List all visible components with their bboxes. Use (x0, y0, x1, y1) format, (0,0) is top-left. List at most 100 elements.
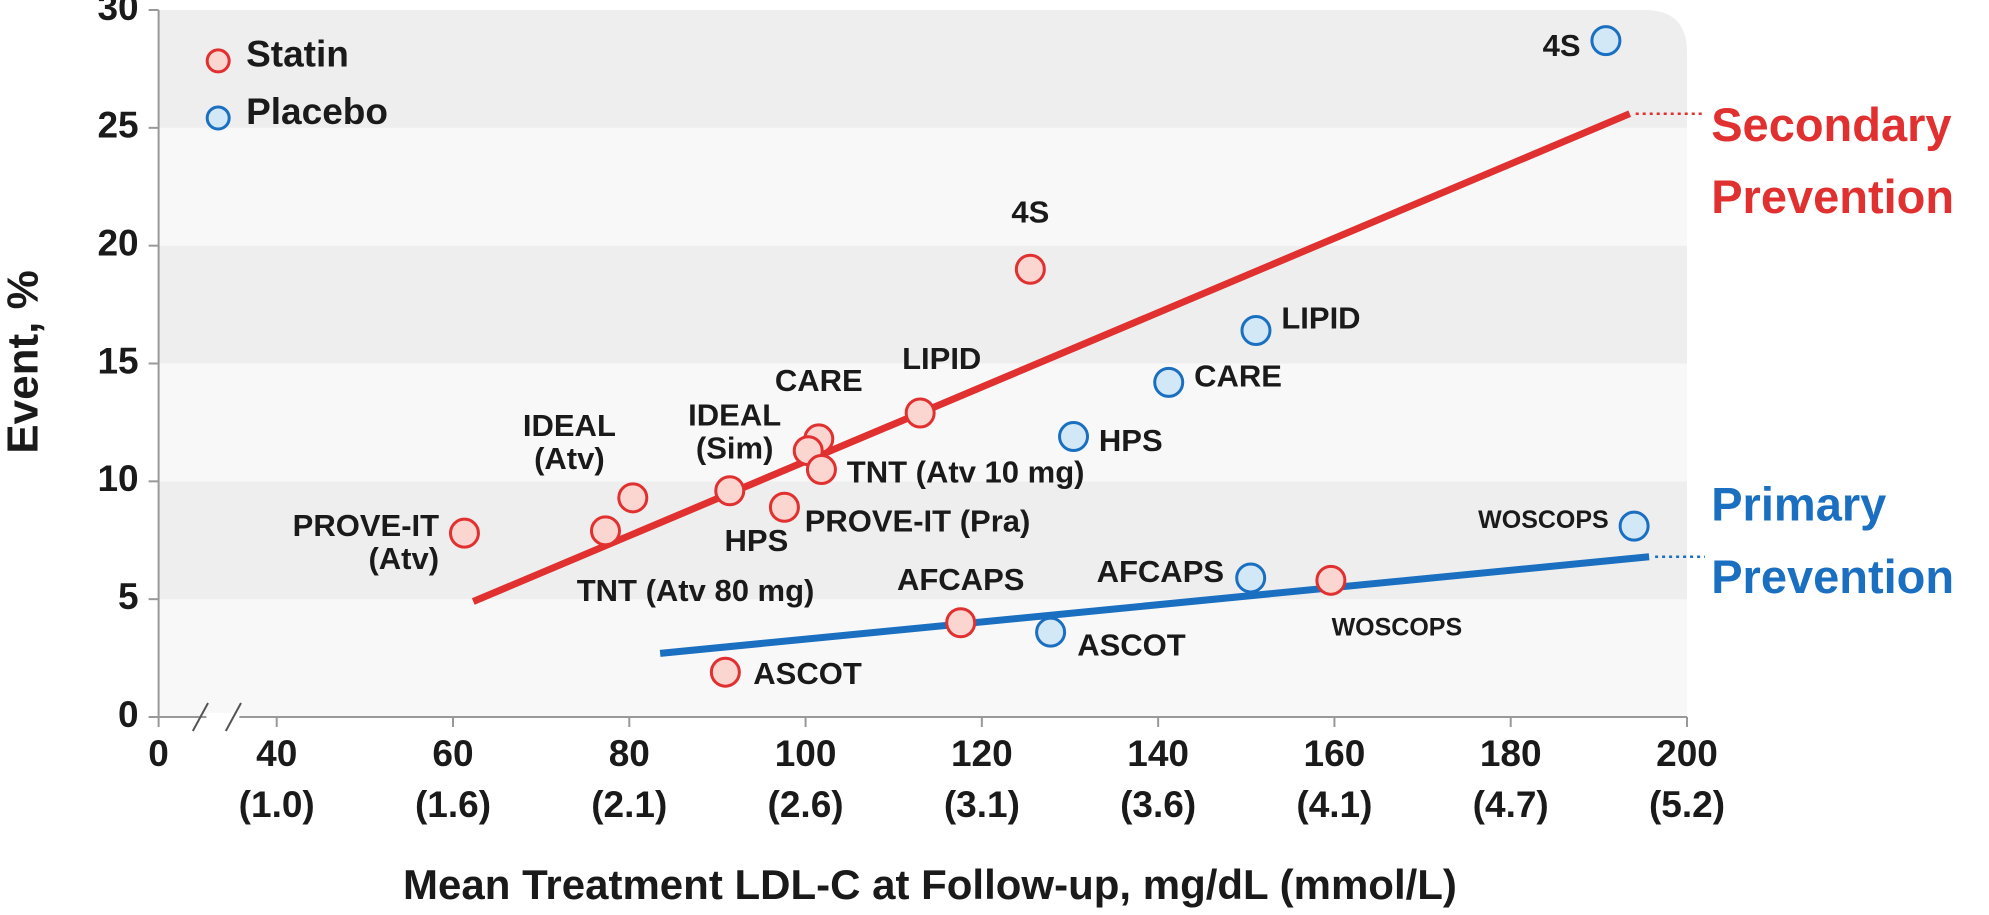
y-tick-label: 5 (118, 576, 139, 617)
x-tick-sublabel: (1.6) (415, 784, 491, 825)
data-point (617, 482, 649, 514)
data-point (768, 491, 800, 523)
trend-label: Primary Prevention (1711, 478, 1954, 603)
point-label: PROVE-IT (Pra) (805, 504, 1031, 539)
data-point (709, 656, 741, 688)
point-label-line: (Atv) (534, 441, 605, 476)
point-label-line: PROVE-IT (Pra) (805, 504, 1031, 539)
point-label: LIPID (902, 341, 981, 376)
point-label: AFCAPS (897, 562, 1024, 597)
y-tick-label: 30 (97, 0, 138, 28)
point-label: TNT (Atv 10 mg) (847, 455, 1085, 490)
x-tick-sublabel: (5.2) (1649, 784, 1725, 825)
legend-marker (205, 105, 231, 131)
legend-label: Statin (246, 34, 349, 75)
point-label-line: IDEAL (688, 398, 781, 433)
data-point (448, 517, 480, 549)
point-label-line: HPS (725, 523, 789, 558)
point-label-line: (Atv) (368, 541, 439, 576)
point-label: WOSCOPS (1332, 613, 1463, 641)
axis-break-gap (206, 713, 240, 721)
point-label-line: TNT (Atv 10 mg) (847, 455, 1085, 490)
point-label: ASCOT (1077, 628, 1186, 663)
data-point (1035, 616, 1067, 648)
point-label-line: (Sim) (696, 431, 774, 466)
x-tick-sublabel: (3.6) (1120, 784, 1196, 825)
data-point (1153, 366, 1185, 398)
point-label: 4S (1011, 195, 1049, 230)
point-label-line: 4S (1543, 28, 1581, 63)
x-tick-label: 40 (256, 733, 297, 774)
x-tick-label: 200 (1656, 733, 1718, 774)
x-tick-sublabel: (4.7) (1473, 784, 1549, 825)
data-point (1590, 25, 1622, 57)
data-point (805, 454, 837, 486)
x-tick-label: 160 (1304, 733, 1366, 774)
trend-line (471, 110, 1632, 605)
data-point (1058, 421, 1090, 453)
data-point (714, 475, 746, 507)
point-label: PROVE-IT (Atv) (293, 508, 439, 576)
x-tick-label: 180 (1480, 733, 1542, 774)
point-label-line: AFCAPS (1097, 554, 1224, 589)
point-label-line: LIPID (902, 341, 981, 376)
trend-label-line: Prevention (1711, 550, 1954, 603)
point-label-line: PROVE-IT (293, 508, 439, 543)
point-label: IDEAL (Atv) (523, 408, 616, 476)
data-point (1235, 562, 1267, 594)
axis-break-mark (191, 702, 209, 732)
background-band (158, 245, 1688, 364)
data-point (1618, 510, 1650, 542)
point-label-line: ASCOT (753, 656, 862, 691)
point-label: HPS (1099, 423, 1163, 458)
point-label-line: LIPID (1281, 301, 1360, 336)
point-label-line: IDEAL (523, 408, 616, 443)
y-tick-label: 20 (97, 222, 138, 263)
legend-label: Placebo (246, 91, 388, 132)
y-tick-label: 25 (97, 105, 138, 146)
point-label: WOSCOPS (1478, 506, 1609, 534)
trend-label-line: Secondary (1711, 98, 1951, 151)
point-label-line: HPS (1099, 423, 1163, 458)
point-label-line: ASCOT (1077, 628, 1186, 663)
x-tick-label: 0 (148, 733, 169, 774)
y-axis-title: Event, % (0, 270, 48, 453)
point-label: 4S (1543, 28, 1581, 63)
x-tick-sublabel: (2.1) (591, 784, 667, 825)
x-tick-label: 100 (775, 733, 837, 774)
data-point (904, 397, 936, 429)
background-band (158, 10, 1688, 128)
data-point (589, 515, 621, 547)
background-band (158, 599, 1688, 717)
point-label-line: 4S (1011, 195, 1049, 230)
x-axis-title: Mean Treatment LDL-C at Follow-up, mg/dL… (403, 861, 1457, 908)
trend-label-line: Primary (1711, 478, 1886, 531)
point-label: AFCAPS (1097, 554, 1224, 589)
data-point (1240, 315, 1272, 347)
y-tick-label: 0 (118, 694, 139, 735)
data-point (1014, 253, 1046, 285)
x-tick-label: 80 (609, 733, 650, 774)
data-point (1315, 564, 1347, 596)
point-label-line: AFCAPS (897, 562, 1024, 597)
point-label: TNT (Atv 80 mg) (577, 573, 815, 608)
x-tick-sublabel: (3.1) (944, 784, 1020, 825)
x-tick-sublabel: (2.6) (768, 784, 844, 825)
data-point (945, 607, 977, 639)
point-label-line: CARE (1194, 359, 1282, 394)
point-label-line: TNT (Atv 80 mg) (577, 573, 815, 608)
trend-label: Secondary Prevention (1711, 98, 1954, 223)
y-tick-label: 15 (97, 340, 138, 381)
x-tick-label: 120 (951, 733, 1013, 774)
point-label: CARE (1194, 359, 1282, 394)
point-label-line: WOSCOPS (1478, 506, 1609, 534)
x-tick-sublabel: (4.1) (1296, 784, 1372, 825)
point-label: ASCOT (753, 656, 862, 691)
point-label: HPS (725, 523, 789, 558)
y-tick-label: 10 (97, 458, 138, 499)
point-label: IDEAL (Sim) (688, 398, 781, 466)
point-label-line: WOSCOPS (1332, 613, 1463, 641)
point-label: LIPID (1281, 301, 1360, 336)
point-label-line: CARE (775, 363, 863, 398)
